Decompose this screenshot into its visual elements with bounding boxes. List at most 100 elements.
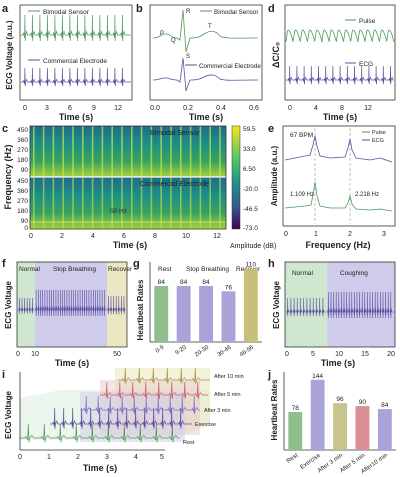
panel-g: g Heartbeat Rates Rest Stop Breathing Re… — [133, 258, 262, 358]
beat-stripe — [160, 178, 162, 229]
panel-h: h Normal Coughing 0 5 10 15 20 Time (s) … — [268, 258, 396, 368]
panel-b: b P Q R S T Bimodal Sensor Commercial El… — [136, 3, 263, 122]
phase-band-coughing — [327, 262, 395, 347]
plot-frame-c — [29, 125, 227, 230]
series-line-ecg-coughing — [286, 291, 394, 319]
colorbar-label: Amplitude (dB) — [230, 243, 276, 250]
panel-letter-i: i — [2, 369, 5, 381]
y-axis-label: ECG Voltage — [272, 281, 281, 329]
beat-stripe — [160, 126, 162, 177]
beat-stripe — [91, 126, 94, 177]
annotation-freq-1: 1.109 Hz — [290, 192, 314, 198]
colorbar-tick: -20.0 — [243, 186, 258, 193]
panel-i: i After 10 min After 5 min After 3 min E… — [2, 367, 244, 473]
beat-stripe — [121, 126, 123, 177]
beat-stripe — [180, 178, 182, 229]
beat-stripe — [219, 126, 221, 177]
y-tick-label: 360 — [17, 137, 28, 144]
x-tick-label: 5 — [311, 351, 315, 358]
bar — [221, 291, 236, 342]
layer-after-3 — [80, 392, 185, 442]
y-axis-label: Frequency (Hz) — [3, 144, 13, 209]
bar — [377, 409, 392, 450]
plot-frame-a — [19, 4, 133, 101]
x-tick-label: 1 — [314, 231, 318, 238]
panel-letter-e: e — [268, 123, 274, 135]
bar — [176, 286, 191, 342]
bar — [288, 412, 303, 450]
beat-stripe — [131, 126, 133, 177]
phase-band-recover — [107, 262, 127, 347]
x-tick-label: 12 — [364, 105, 372, 112]
beat-stripe — [180, 126, 182, 177]
x-axis-label: Time (s) — [189, 112, 223, 122]
beat-stripe — [101, 126, 104, 177]
y-axis-label: Heartbeat Rates — [270, 379, 279, 440]
legend-d-2: ECG — [359, 61, 373, 68]
legend-e-2: ECG — [372, 138, 384, 144]
x-tick-label: 0 — [16, 351, 20, 358]
x-tick-label: 9-20 — [174, 344, 188, 356]
x-tick-label: 2 — [76, 454, 80, 461]
legend-b-2: Commercial Electrode — [199, 63, 261, 70]
x-axis-label: Time (s) — [59, 112, 93, 122]
legend-b-1: Bimodal Sensor — [214, 9, 258, 16]
y-tick-label: 180 — [17, 157, 28, 164]
beat-stripe — [219, 178, 221, 229]
trace-label: Rest — [183, 440, 195, 446]
wave-label-p: P — [160, 31, 164, 37]
beat-stripe — [140, 178, 143, 229]
x-tick-label: 10 — [31, 351, 39, 358]
x-tick-label: 3 — [45, 105, 49, 112]
beat-stripe — [111, 126, 113, 177]
phase-label-recover: Recover — [108, 266, 133, 273]
x-tick-label: 0.2 — [183, 105, 193, 112]
panel-e: e 67 BPM 1.109 Hz 2.218 Hz Pulse ECG 0 1… — [268, 123, 396, 250]
x-tick-label: 46-56 — [239, 344, 256, 358]
x-tick-label: 10 — [182, 233, 190, 240]
y-axis-label: ΔC/C₀ — [271, 42, 281, 68]
beat-stripe — [111, 178, 113, 229]
bar — [154, 286, 169, 342]
beat-stripe — [170, 126, 172, 177]
panel-f: f Normal Stop Breathing Recover 0 10 50 … — [2, 258, 133, 368]
y-tick-label: 0 — [24, 225, 28, 232]
bar-value-label: 144 — [312, 373, 323, 380]
colorbar-tick: 33.0 — [243, 146, 256, 153]
x-tick-label: 4 — [314, 105, 318, 112]
plot-frame-h — [284, 261, 396, 348]
x-tick-label: 2 — [348, 231, 352, 238]
x-axis-label: Time (s) — [83, 463, 117, 473]
x-tick-label: 9 — [92, 105, 96, 112]
y-axis-label: Heartbeat Rates — [136, 279, 145, 340]
plot-frame-d — [284, 4, 396, 101]
beat-stripe — [72, 126, 74, 177]
y-axis-label: ECG Voltage — [4, 281, 13, 329]
x-tick-label: 3 — [382, 231, 386, 238]
x-tick-label: 4 — [134, 454, 138, 461]
panel-letter-f: f — [2, 258, 6, 270]
x-axis-label: Time (s) — [55, 358, 89, 368]
x-tick-label: 3 — [105, 454, 109, 461]
bar-value-label: 78 — [292, 405, 300, 412]
colorbar-tick: -46.5 — [243, 206, 258, 213]
bar — [243, 268, 258, 342]
x-tick-label: 6 — [122, 233, 126, 240]
bar-value-label: 84 — [158, 279, 166, 286]
panel-letter-c: c — [2, 123, 8, 135]
x-tick-label: 2 — [60, 233, 64, 240]
spectro-label-50hz: 50 Hz — [110, 208, 127, 215]
beat-stripe — [189, 126, 192, 177]
panel-c: c Bimodal Sensor Commercial Electrode 50… — [2, 123, 276, 250]
beat-stripe — [52, 126, 55, 177]
annotation-freq-2: 2.218 Hz — [355, 192, 379, 198]
series-line-ecg-breathing — [18, 289, 126, 317]
y-tick-label: 270 — [17, 198, 28, 205]
x-tick-label: 20 — [387, 351, 395, 358]
phase-label-stop-breathing: Stop Breathing — [53, 266, 96, 273]
beat-stripe — [91, 178, 94, 229]
series-line-ecg-spectrum — [284, 135, 393, 163]
x-axis-label: Time (s) — [321, 358, 355, 368]
x-tick-label: 0-9 — [155, 344, 166, 354]
x-tick-label: 0.4 — [216, 105, 226, 112]
